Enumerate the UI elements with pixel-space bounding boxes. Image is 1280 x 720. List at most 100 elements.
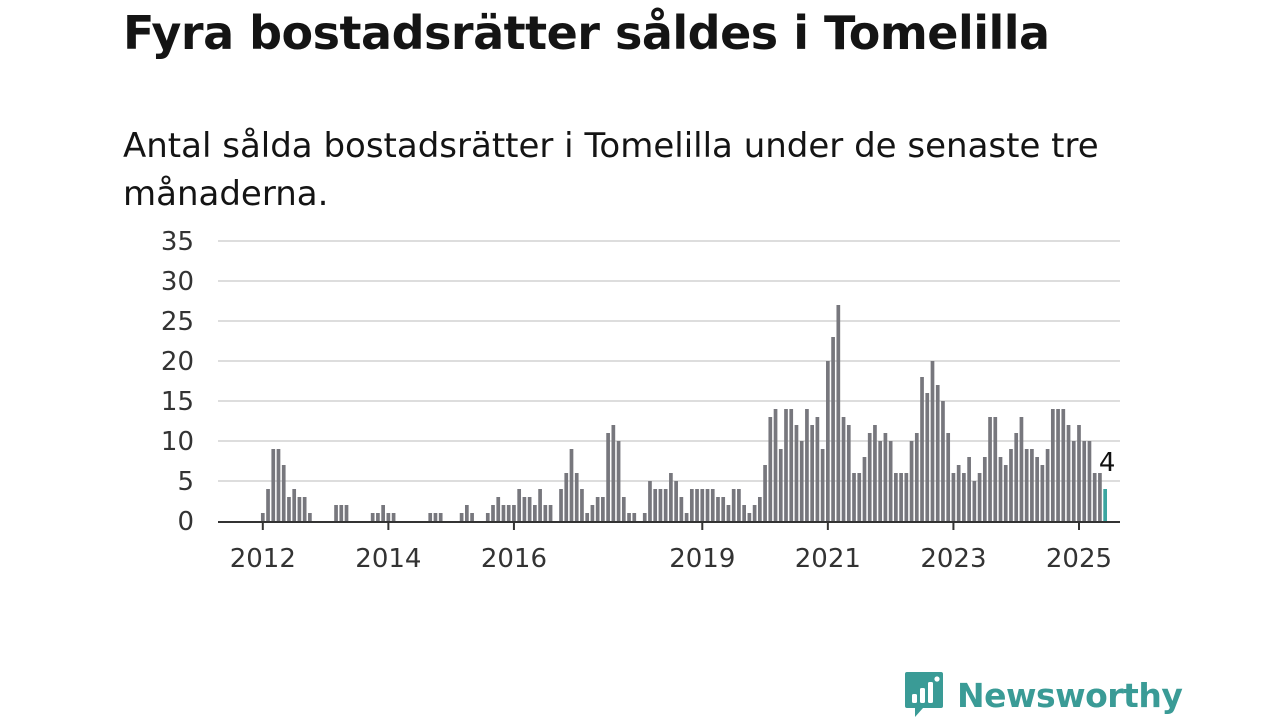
bar: [1030, 449, 1034, 521]
bar: [276, 449, 281, 521]
bar: [601, 497, 605, 521]
bar: [580, 489, 584, 521]
bar: [789, 409, 794, 521]
chart-title: Fyra bostadsrätter såldes i Tomelilla: [123, 6, 1050, 60]
bar: [747, 513, 752, 521]
bar: [846, 425, 851, 521]
bar: [517, 489, 522, 521]
bar: [506, 505, 511, 521]
bar: [820, 449, 825, 521]
bar-highlighted: [1103, 489, 1108, 521]
bar: [674, 481, 678, 521]
y-tick-label: 10: [161, 427, 194, 457]
bar: [852, 473, 856, 521]
bar: [1050, 409, 1055, 521]
bar: [695, 489, 699, 521]
bar: [878, 441, 883, 521]
bar: [1087, 441, 1092, 521]
bar: [799, 441, 804, 521]
bar: [857, 473, 862, 521]
bar: [784, 409, 788, 521]
bar: [705, 489, 710, 521]
bar: [260, 513, 265, 521]
bar: [941, 401, 945, 521]
x-axis: 2012 2014 2016 2019 2021 2023 2025: [218, 521, 1120, 574]
bar: [778, 449, 783, 521]
bar: [920, 377, 924, 521]
bars: [260, 305, 1108, 521]
bar: [710, 489, 715, 521]
bar: [653, 489, 658, 521]
bar: [742, 505, 746, 521]
bar: [1098, 473, 1102, 521]
bar: [381, 505, 385, 521]
bar: [585, 513, 590, 521]
bar: [700, 489, 705, 521]
bar: [689, 489, 694, 521]
bar: [632, 513, 637, 521]
bar: [464, 505, 469, 521]
bar: [522, 497, 527, 521]
y-tick-label: 30: [161, 267, 194, 297]
y-axis: 0 5 10 15 20 25 30 35: [161, 227, 194, 537]
bar: [501, 505, 506, 521]
bar: [815, 417, 820, 521]
y-tick-label: 35: [161, 227, 194, 257]
bar: [658, 489, 663, 521]
bar: [564, 473, 569, 521]
bar: [836, 305, 841, 521]
bar: [459, 513, 464, 521]
bar: [496, 497, 501, 521]
bar: [627, 513, 631, 521]
bar: [663, 489, 668, 521]
y-tick-label: 25: [161, 307, 194, 337]
y-tick-label: 15: [161, 387, 194, 417]
x-tick-label: 2012: [230, 544, 296, 574]
bar: [266, 489, 270, 521]
bar: [972, 481, 977, 521]
bar: [292, 489, 297, 521]
bar: [883, 433, 888, 521]
bar: [370, 513, 375, 521]
bar: [757, 497, 762, 521]
bar: [768, 417, 773, 521]
bar: [1040, 465, 1045, 521]
bar: [1061, 409, 1066, 521]
bar: [737, 489, 741, 521]
bar: [438, 513, 443, 521]
bar: [1056, 409, 1060, 521]
bar: [281, 465, 286, 521]
bar: [726, 505, 731, 521]
bar: [956, 465, 961, 521]
bar: [1071, 441, 1076, 521]
bar: [538, 489, 542, 521]
bar: [684, 513, 689, 521]
bar: [1077, 425, 1081, 521]
gridlines: [218, 240, 1120, 482]
bar: [428, 513, 433, 521]
brand-name: Newsworthy: [957, 675, 1183, 715]
bar: [271, 449, 276, 521]
bar: [862, 457, 867, 521]
bar: [611, 425, 616, 521]
bar: [485, 513, 490, 521]
bar: [606, 433, 610, 521]
bar: [642, 513, 647, 521]
bar: [977, 473, 982, 521]
bar: [1014, 433, 1019, 521]
bar: [1024, 449, 1029, 521]
bar: [1092, 473, 1097, 521]
bar: [344, 505, 349, 521]
bar: [993, 417, 998, 521]
chart-subtitle: Antal sålda bostadsrätter i Tomelilla un…: [123, 126, 1099, 214]
bar: [946, 433, 951, 521]
bar: [914, 433, 919, 521]
bar: [574, 473, 579, 521]
bar: [810, 425, 815, 521]
bar: [731, 489, 736, 521]
y-tick-label: 20: [161, 347, 194, 377]
bar: [648, 481, 652, 521]
bar: [888, 441, 893, 521]
x-tick-label: 2025: [1046, 544, 1112, 574]
